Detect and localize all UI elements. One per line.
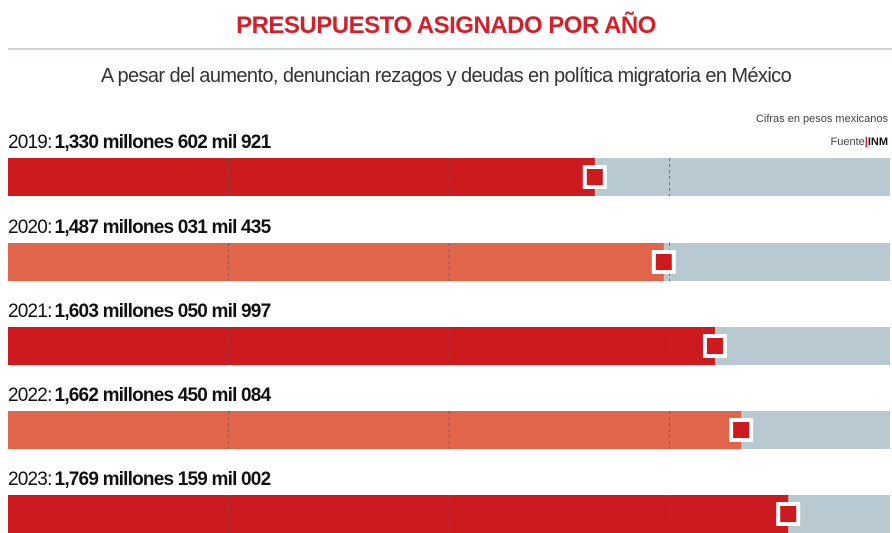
bar-end-marker — [776, 502, 801, 526]
source-name: INM — [868, 136, 888, 148]
bar-end-marker — [582, 165, 607, 189]
bar-end-marker — [729, 418, 754, 442]
bar — [8, 495, 789, 533]
value-label: 1,487 millones 031 mil 435 — [55, 217, 272, 238]
category-label: 2021: — [8, 301, 52, 322]
chart-subtitle: A pesar del aumento, denuncian rezagos y… — [101, 65, 792, 87]
value-label: 1,603 millones 050 mil 997 — [55, 301, 271, 322]
row-label: 2020: 1,487 millones 031 mil 435 — [8, 217, 272, 238]
bar — [8, 243, 664, 281]
source: Fuente|INM — [831, 136, 889, 148]
category-label: 2023: — [8, 469, 52, 490]
category-label: 2022: — [8, 385, 52, 406]
note: Cifras en pesos mexicanos — [756, 113, 889, 125]
bar — [8, 327, 715, 365]
row-label: 2021: 1,603 millones 050 mil 997 — [8, 301, 271, 322]
category-label: 2019: — [8, 132, 52, 153]
bar — [8, 158, 595, 196]
value-label: 1,330 millones 602 mil 921 — [55, 132, 272, 153]
value-label: 1,769 millones 159 mil 002 — [55, 469, 271, 490]
bar-end-marker — [702, 334, 727, 358]
row-label: 2023: 1,769 millones 159 mil 002 — [8, 469, 271, 490]
source-separator: | — [865, 136, 868, 148]
source-label: Fuente — [831, 136, 865, 148]
row-label: 2022: 1,662 millones 450 mil 084 — [8, 385, 272, 406]
category-label: 2020: — [8, 217, 52, 238]
value-label: 1,662 millones 450 mil 084 — [55, 385, 272, 406]
bar — [8, 411, 742, 449]
chart-title: PRESUPUESTO ASIGNADO POR AÑO — [236, 11, 656, 39]
row-label: 2019: 1,330 millones 602 mil 921 — [8, 132, 272, 153]
bar-end-marker — [651, 250, 676, 274]
